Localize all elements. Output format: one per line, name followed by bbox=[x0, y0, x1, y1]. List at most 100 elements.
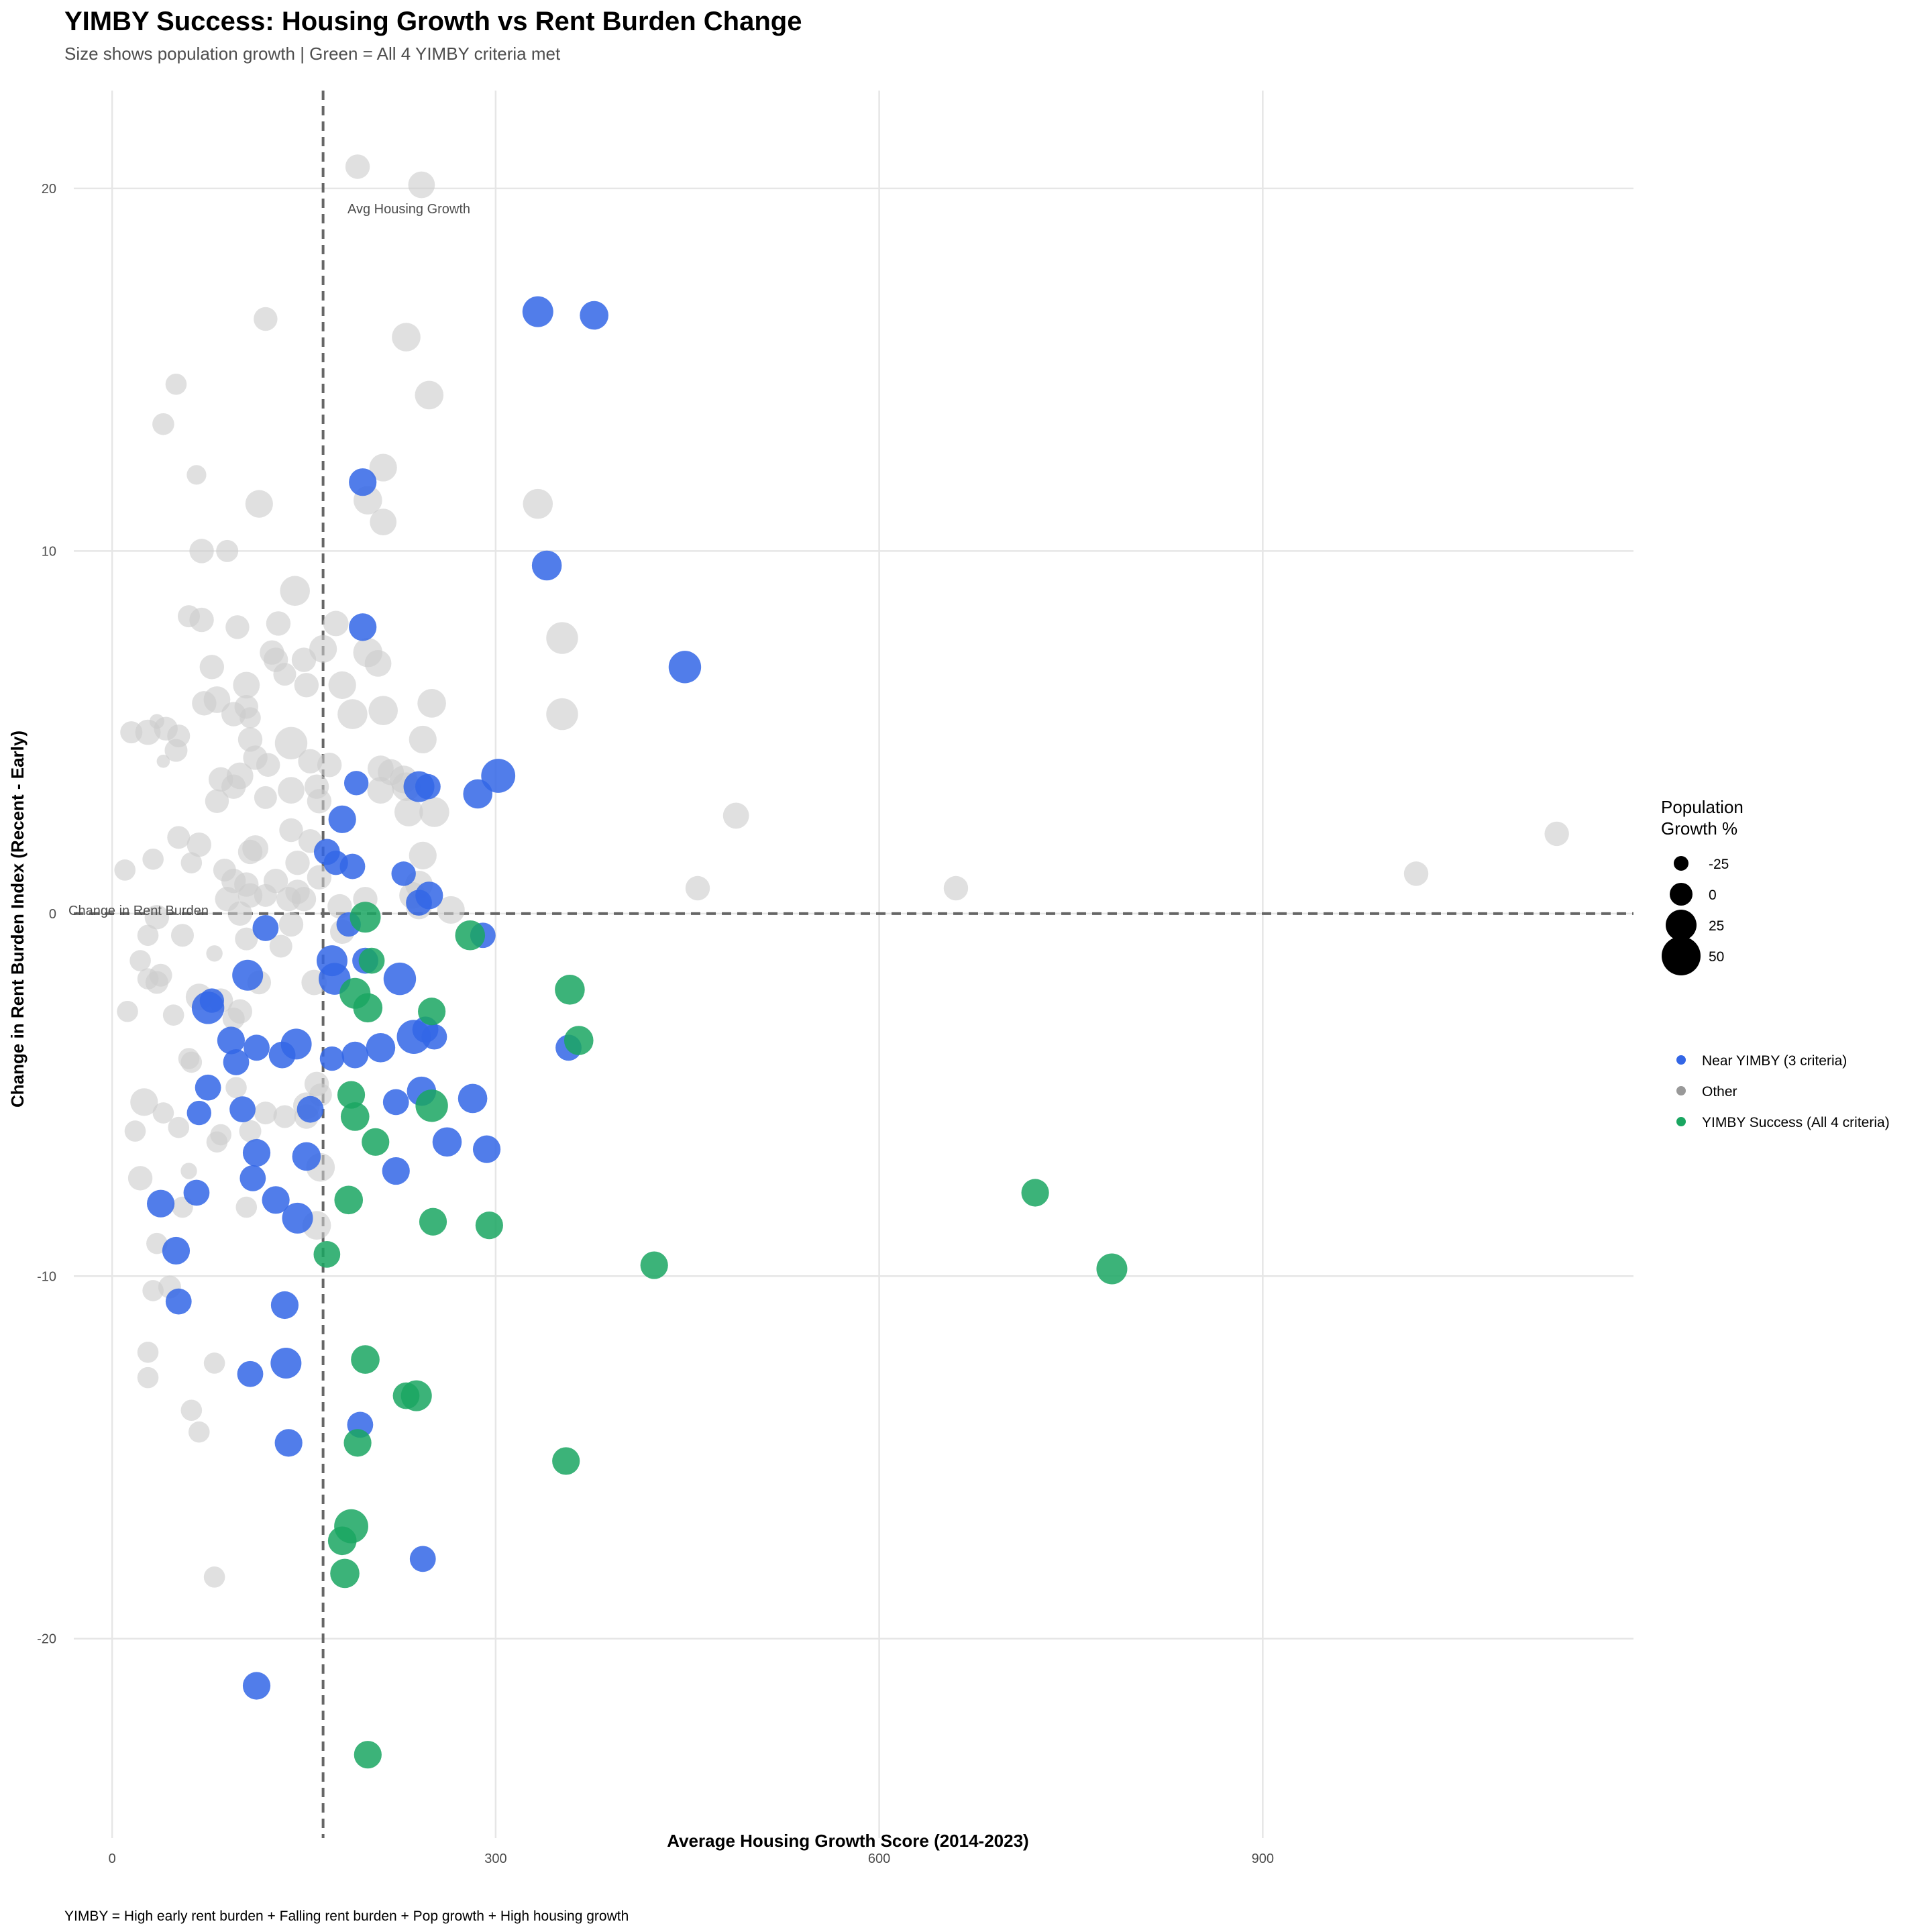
data-point bbox=[297, 1095, 324, 1123]
data-point bbox=[266, 611, 291, 636]
data-point bbox=[146, 1232, 168, 1254]
data-point bbox=[366, 1033, 396, 1063]
data-point bbox=[227, 901, 252, 926]
data-point bbox=[225, 1077, 247, 1099]
data-point bbox=[254, 883, 277, 907]
data-point bbox=[415, 380, 444, 410]
color-legend-key bbox=[1676, 1086, 1686, 1095]
color-legend-label: YIMBY Success (All 4 criteria) bbox=[1702, 1115, 1890, 1130]
color-legend-key bbox=[1676, 1117, 1686, 1126]
data-point bbox=[233, 672, 260, 699]
data-point bbox=[349, 613, 377, 641]
data-point bbox=[546, 698, 578, 731]
data-point bbox=[523, 488, 553, 519]
data-point bbox=[183, 1179, 210, 1206]
data-point bbox=[685, 875, 710, 901]
data-point bbox=[222, 1008, 245, 1030]
data-point bbox=[370, 508, 397, 536]
data-point bbox=[564, 1026, 594, 1055]
data-point bbox=[244, 1034, 270, 1061]
data-point bbox=[221, 702, 246, 727]
data-point bbox=[162, 1004, 184, 1026]
data-point bbox=[232, 959, 264, 991]
data-point bbox=[394, 798, 423, 826]
data-point bbox=[142, 848, 164, 870]
data-point bbox=[191, 991, 225, 1024]
data-point bbox=[350, 902, 381, 933]
data-point bbox=[262, 1186, 290, 1214]
data-point bbox=[269, 934, 292, 958]
size-legend-key bbox=[1666, 910, 1697, 941]
y-tick-label: -20 bbox=[37, 1632, 56, 1647]
data-point bbox=[354, 1741, 382, 1769]
size-legend-title-line-2: Growth % bbox=[1661, 818, 1737, 839]
data-point bbox=[203, 1566, 225, 1588]
data-point bbox=[188, 1421, 210, 1443]
data-point bbox=[369, 453, 397, 482]
data-point bbox=[199, 655, 225, 680]
data-point bbox=[117, 1000, 138, 1022]
data-point bbox=[254, 307, 278, 331]
data-point bbox=[327, 894, 352, 919]
data-point bbox=[358, 947, 385, 974]
data-point bbox=[189, 539, 214, 564]
data-point bbox=[419, 797, 449, 827]
data-point bbox=[239, 707, 261, 729]
data-point bbox=[334, 1185, 364, 1215]
data-point bbox=[165, 1288, 192, 1315]
data-point bbox=[229, 1096, 256, 1123]
data-point bbox=[221, 774, 246, 799]
data-point bbox=[210, 1124, 231, 1146]
data-point bbox=[472, 1135, 501, 1163]
data-point bbox=[282, 1202, 313, 1234]
data-point bbox=[130, 1088, 158, 1116]
chart-subtitle: Size shows population growth | Green = A… bbox=[64, 44, 561, 64]
color-legend-label: Other bbox=[1702, 1084, 1737, 1099]
x-tick-label: 300 bbox=[484, 1851, 506, 1866]
y-tick-label: 10 bbox=[42, 544, 56, 559]
data-point bbox=[455, 920, 486, 951]
data-point bbox=[273, 1105, 297, 1128]
data-point bbox=[400, 1380, 432, 1411]
data-point bbox=[328, 671, 356, 699]
data-point bbox=[415, 1089, 448, 1122]
data-point bbox=[343, 1429, 372, 1457]
data-point bbox=[552, 1447, 580, 1475]
data-point bbox=[364, 650, 392, 677]
size-legend-title-line-1: Population bbox=[1661, 797, 1743, 817]
data-point bbox=[415, 773, 441, 800]
ref-label-housing: Avg Housing Growth bbox=[347, 202, 470, 217]
data-point bbox=[114, 859, 136, 881]
data-point bbox=[145, 971, 168, 994]
color-legend: Near YIMBY (3 criteria) Other YIMBY Succes… bbox=[1676, 1053, 1890, 1130]
data-point bbox=[345, 154, 370, 179]
data-point bbox=[129, 950, 151, 971]
data-point bbox=[268, 1041, 296, 1069]
data-point bbox=[167, 826, 191, 849]
data-point bbox=[146, 1189, 175, 1218]
data-point bbox=[323, 610, 349, 637]
data-point bbox=[337, 699, 368, 729]
data-point bbox=[180, 1051, 203, 1073]
data-point bbox=[180, 1399, 203, 1421]
data-point bbox=[273, 663, 297, 686]
data-point bbox=[285, 850, 310, 875]
data-point bbox=[368, 696, 398, 725]
size-legend-key bbox=[1662, 936, 1701, 975]
data-point bbox=[270, 1348, 302, 1379]
y-axis-ticks: -20 -10 0 10 20 bbox=[37, 182, 56, 1647]
data-point bbox=[186, 465, 207, 485]
data-point bbox=[180, 852, 203, 873]
data-point bbox=[330, 1558, 360, 1589]
chart-title: YIMBY Success: Housing Growth vs Rent Bu… bbox=[64, 7, 802, 36]
data-point bbox=[383, 962, 417, 996]
data-point bbox=[382, 1157, 410, 1185]
data-point bbox=[206, 945, 223, 962]
data-point bbox=[274, 727, 308, 760]
data-point bbox=[1544, 821, 1569, 847]
data-point bbox=[396, 1020, 431, 1054]
data-point bbox=[254, 1102, 277, 1125]
data-point bbox=[152, 413, 174, 435]
data-point bbox=[408, 171, 435, 199]
